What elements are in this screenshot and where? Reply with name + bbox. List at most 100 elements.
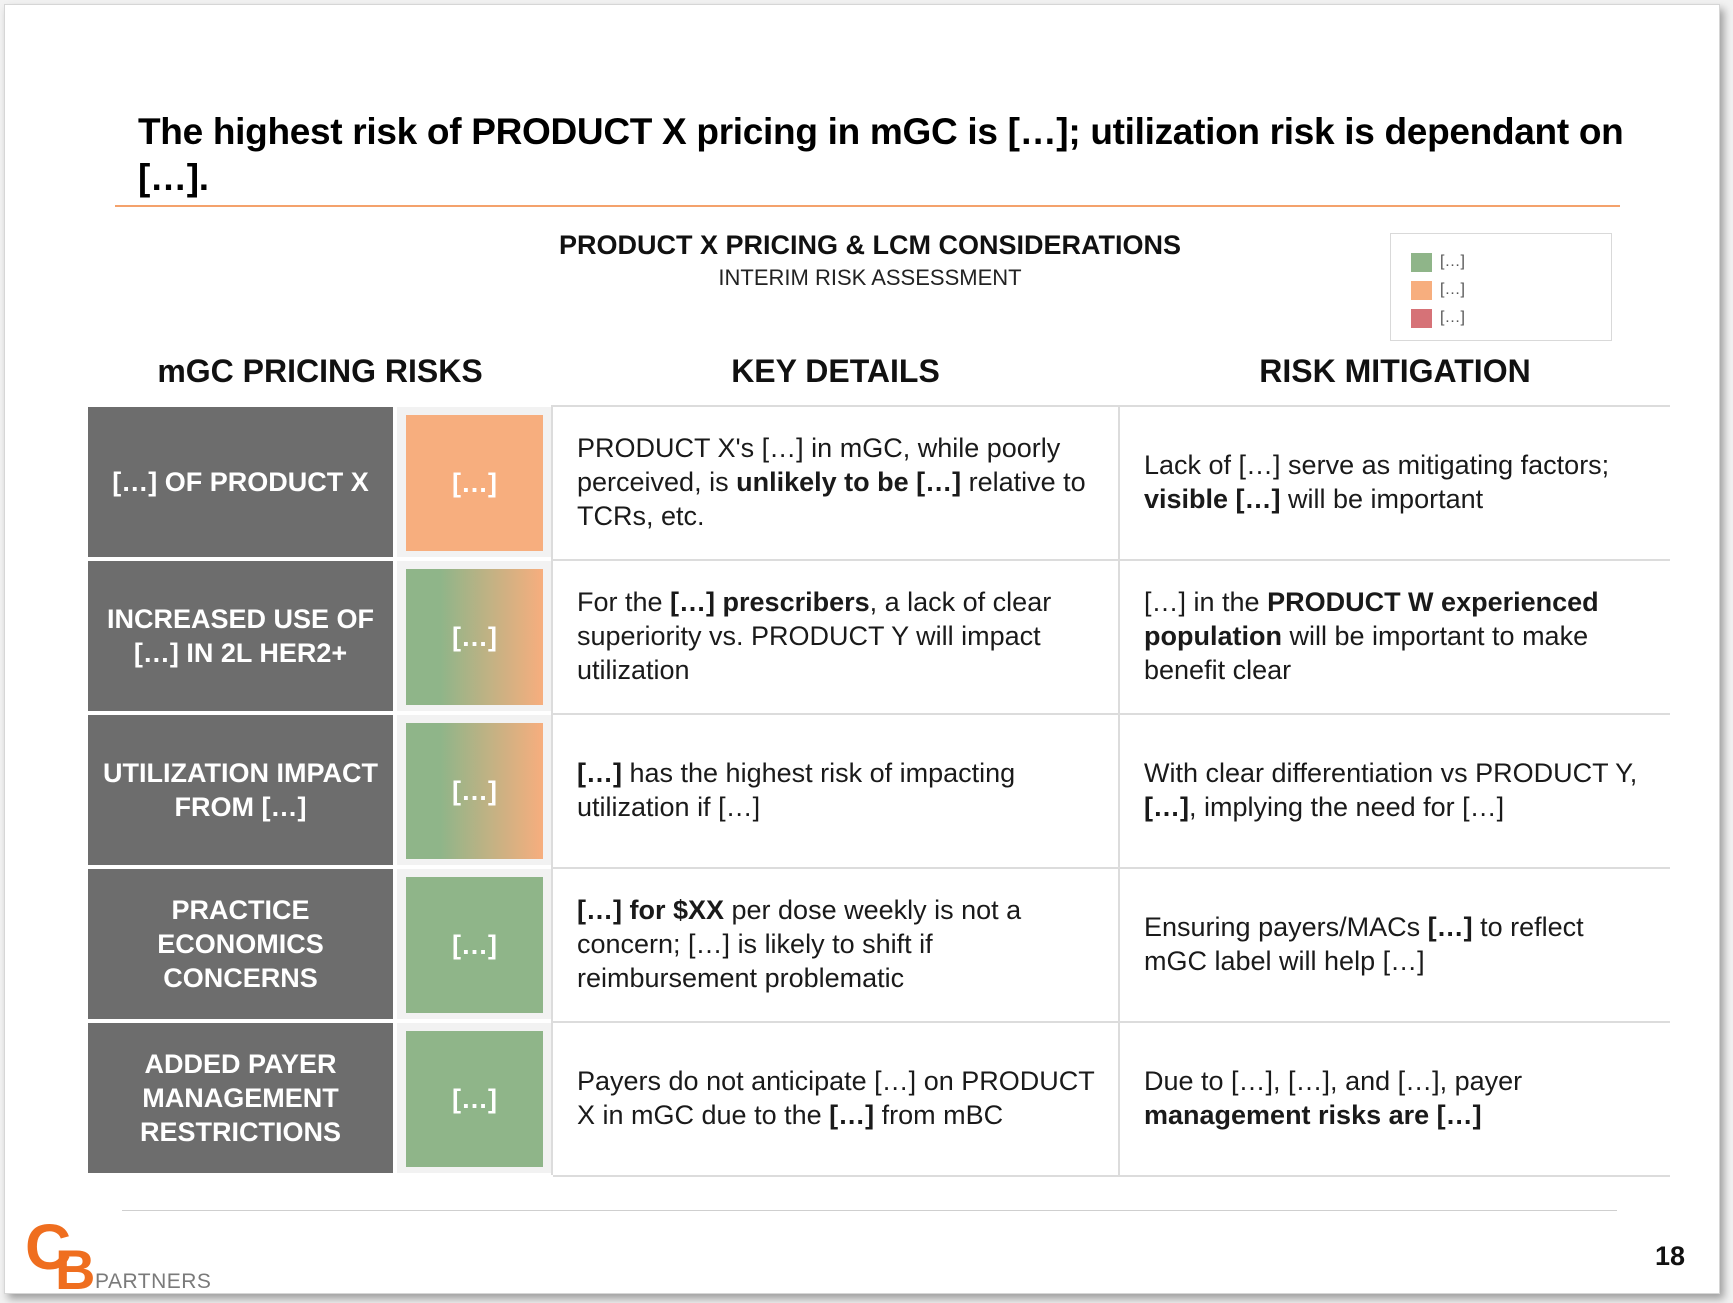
text-run: will be important	[1280, 484, 1484, 514]
risk-label: ADDED PAYER MANAGEMENT RESTRICTIONS	[88, 1023, 393, 1173]
risk-rating-badge: […]	[406, 569, 543, 705]
risk-mitigation: With clear differentiation vs PRODUCT Y,…	[1120, 715, 1670, 865]
slide-title: The highest risk of PRODUCT X pricing in…	[138, 111, 1624, 198]
column-header-mitigation: RISK MITIGATION	[1259, 353, 1531, 389]
rating-cell: […]	[397, 715, 551, 865]
text-run: will be important to make benefit clear	[1144, 621, 1589, 685]
risk-mitigation: Due to […], […], and […], payer manageme…	[1120, 1023, 1670, 1173]
risk-rating-badge: […]	[406, 1031, 543, 1167]
risk-label: INCREASED USE OF […] IN 2L HER2+	[88, 561, 393, 711]
bold-text-run: visible […]	[1144, 484, 1281, 514]
footer-divider	[122, 1210, 1617, 1211]
legend-swatch-green	[1411, 252, 1432, 272]
cell-text: Ensuring payers/MACs […] to reflect mGC …	[1144, 910, 1652, 978]
slide: The highest risk of PRODUCT X pricing in…	[4, 4, 1720, 1294]
table-bottom-divider	[553, 1175, 1670, 1177]
bold-text-run: PRODUCT W experienced population	[1144, 587, 1599, 651]
table-row: INCREASED USE OF […] IN 2L HER2+ […] For…	[85, 559, 1670, 713]
legend-item-orange: […]	[1411, 276, 1611, 304]
text-run: […] in the	[1144, 587, 1268, 617]
text-run: PRODUCT X's […] in mGC, while poorly per…	[577, 433, 1061, 497]
column-divider	[551, 713, 553, 867]
page-number: 18	[1654, 1241, 1685, 1271]
column-divider	[1118, 1021, 1120, 1175]
text-run: per dose weekly is not a concern; […] is…	[577, 895, 1022, 993]
key-detail: Payers do not anticipate […] on PRODUCT …	[553, 1023, 1118, 1173]
key-detail: For the […] prescribers, a lack of clear…	[553, 561, 1118, 711]
legend-swatch-red	[1411, 308, 1432, 328]
risk-table: […] OF PRODUCT X […] PRODUCT X's […] in …	[85, 405, 1670, 1177]
bold-text-run: […]	[1144, 792, 1189, 822]
risk-mitigation: […] in the PRODUCT W experienced populat…	[1120, 561, 1670, 711]
text-run: from mBC	[874, 1100, 1004, 1130]
bold-text-run: unlikely to be […]	[736, 467, 962, 497]
text-run: , implying the need for […]	[1188, 792, 1505, 822]
table-row: […] OF PRODUCT X […] PRODUCT X's […] in …	[85, 405, 1670, 559]
cell-text: Payers do not anticipate […] on PRODUCT …	[577, 1064, 1096, 1132]
text-run: relative to TCRs, etc.	[577, 467, 1086, 531]
cell-text: PRODUCT X's […] in mGC, while poorly per…	[577, 431, 1096, 533]
risk-rating-badge: […]	[406, 723, 543, 859]
row-divider	[553, 559, 1670, 561]
bold-text-run: […] for $XX	[577, 895, 725, 925]
rating-cell: […]	[397, 869, 551, 1019]
legend-item-green: […]	[1411, 248, 1611, 276]
text-run: With clear differentiation vs PRODUCT Y,	[1144, 758, 1638, 788]
column-divider	[551, 559, 553, 713]
text-run: Payers do not anticipate […] on PRODUCT …	[577, 1066, 1095, 1130]
row-divider	[553, 867, 1670, 869]
title-divider	[115, 205, 1620, 207]
column-divider	[1118, 867, 1120, 1021]
rating-cell: […]	[397, 407, 551, 557]
key-detail: […] has the highest risk of impacting ut…	[553, 715, 1118, 865]
column-divider	[1118, 405, 1120, 559]
table-row: PRACTICE ECONOMICS CONCERNS […] […] for …	[85, 867, 1670, 1021]
rating-cell: […]	[397, 561, 551, 711]
legend-swatch-orange	[1411, 280, 1432, 300]
risk-label: UTILIZATION IMPACT FROM […]	[88, 715, 393, 865]
text-run: Ensuring payers/MACs	[1144, 912, 1428, 942]
legend-label: […]	[1440, 253, 1465, 270]
legend-label: […]	[1440, 281, 1465, 298]
bold-text-run: management risks are […]	[1144, 1100, 1482, 1130]
risk-mitigation: Lack of […] serve as mitigating factors;…	[1120, 407, 1670, 557]
cell-text: Due to […], […], and […], payer manageme…	[1144, 1064, 1652, 1132]
bold-text-run: […]	[577, 758, 622, 788]
legend-item-red: […]	[1411, 304, 1611, 332]
logo-letter-b: B	[55, 1238, 95, 1293]
cb-partners-logo: C B	[25, 1213, 95, 1293]
risk-rating-badge: […]	[406, 415, 543, 551]
legend: […] […] […]	[1390, 233, 1612, 341]
column-header-risks: mGC PRICING RISKS	[157, 353, 483, 389]
column-divider	[551, 867, 553, 1021]
key-detail: PRODUCT X's […] in mGC, while poorly per…	[553, 407, 1118, 557]
text-run: , a lack of clear superiority vs. PRODUC…	[577, 587, 1052, 685]
table-row: UTILIZATION IMPACT FROM […] […] […] has …	[85, 713, 1670, 867]
text-run: to reflect mGC label will help […]	[1144, 912, 1584, 976]
text-run: has the highest risk of impacting utiliz…	[577, 758, 1016, 822]
text-run: For the	[577, 587, 671, 617]
chart-subtitle: INTERIM RISK ASSESSMENT	[718, 265, 1022, 290]
row-divider	[553, 405, 1670, 407]
row-divider	[553, 1021, 1670, 1023]
risk-label: […] OF PRODUCT X	[88, 407, 393, 557]
bold-text-run: […]	[829, 1100, 875, 1130]
text-run: Lack of […] serve as mitigating factors;	[1144, 450, 1610, 480]
cell-text: […] has the highest risk of impacting ut…	[577, 756, 1096, 824]
column-divider	[1118, 559, 1120, 713]
risk-label: PRACTICE ECONOMICS CONCERNS	[88, 869, 393, 1019]
column-divider	[551, 405, 553, 559]
text-run: Due to […], […], and […], payer	[1144, 1066, 1523, 1096]
key-detail: […] for $XX per dose weekly is not a con…	[553, 869, 1118, 1019]
chart-title: PRODUCT X PRICING & LCM CONSIDERATIONS	[558, 230, 1181, 260]
logo-wordmark: PARTNERS	[95, 1270, 212, 1293]
legend-label: […]	[1440, 309, 1465, 326]
table-row: ADDED PAYER MANAGEMENT RESTRICTIONS […] …	[85, 1021, 1670, 1175]
bold-text-run: […] prescribers	[670, 587, 870, 617]
cell-text: With clear differentiation vs PRODUCT Y,…	[1144, 756, 1652, 824]
rating-cell: […]	[397, 1023, 551, 1173]
cell-text: For the […] prescribers, a lack of clear…	[577, 585, 1096, 687]
cell-text: […] in the PRODUCT W experienced populat…	[1144, 585, 1652, 687]
bold-text-run: […]	[1427, 912, 1473, 942]
risk-mitigation: Ensuring payers/MACs […] to reflect mGC …	[1120, 869, 1670, 1019]
